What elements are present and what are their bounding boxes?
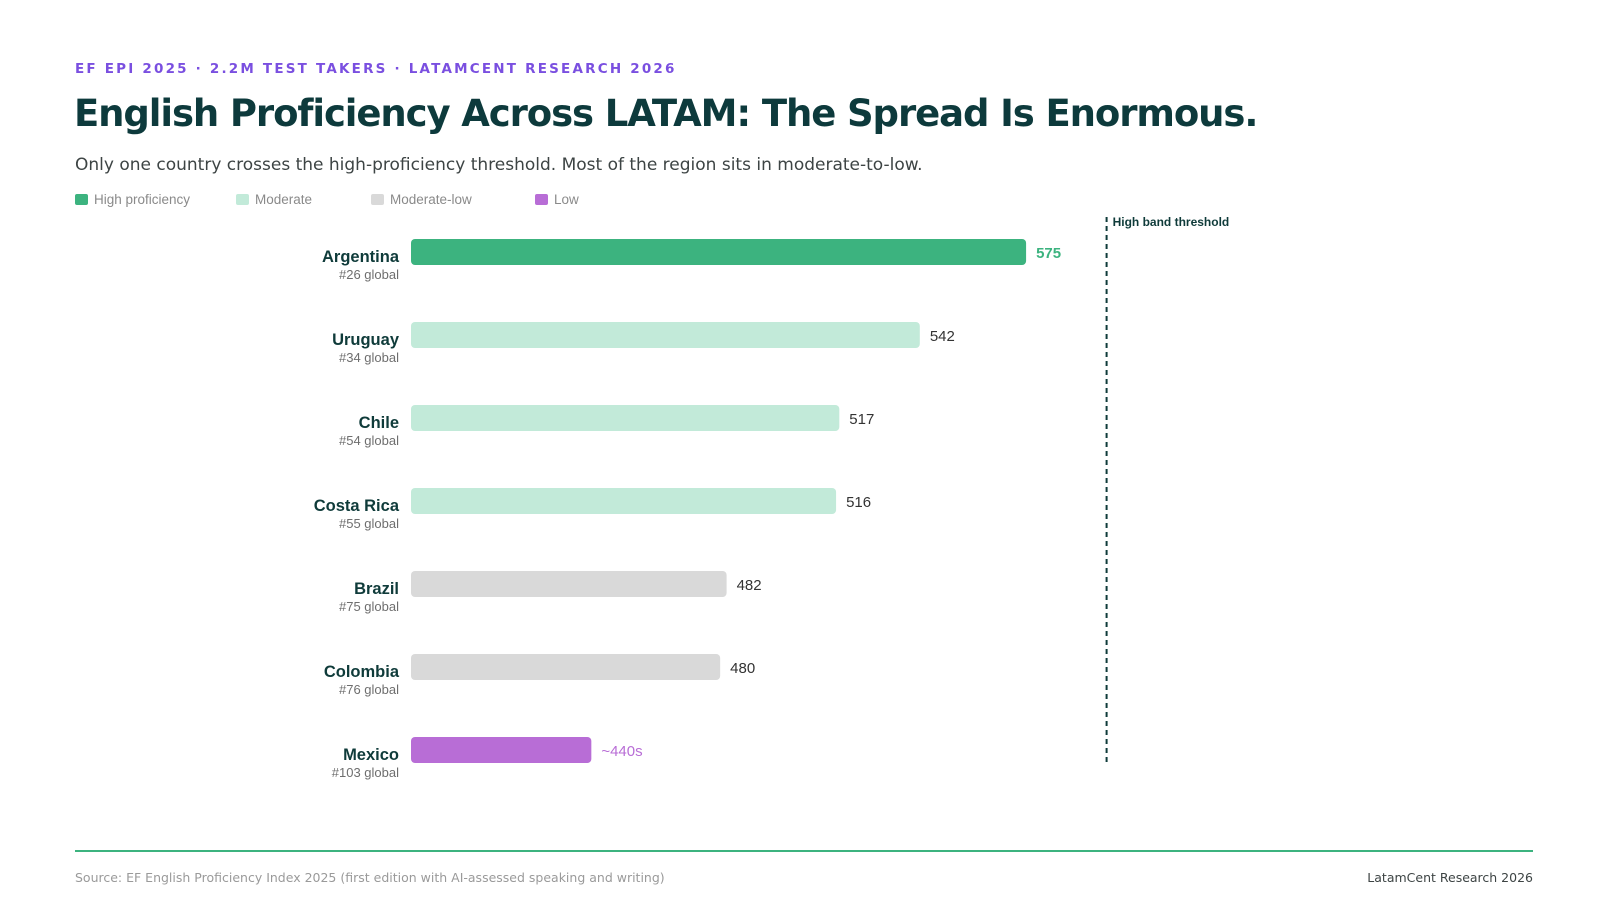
value-label: 517 bbox=[849, 411, 874, 428]
bar bbox=[411, 488, 837, 514]
chart-subtitle: Only one country crosses the high-profic… bbox=[75, 155, 923, 175]
footer-divider bbox=[75, 850, 1533, 852]
country-label: Costa Rica bbox=[314, 497, 400, 515]
rank-label: #54 global bbox=[339, 433, 399, 448]
legend-swatch bbox=[236, 194, 249, 205]
bar bbox=[411, 571, 727, 597]
legend-label: Moderate-low bbox=[390, 192, 472, 207]
bar bbox=[411, 737, 592, 763]
bar bbox=[411, 322, 920, 348]
value-label: 516 bbox=[846, 494, 871, 511]
legend-item-moderate: Moderate bbox=[236, 192, 312, 207]
country-label: Uruguay bbox=[332, 331, 400, 349]
value-label: ~440s bbox=[601, 743, 642, 760]
value-label: 480 bbox=[730, 660, 755, 677]
legend-item-moderate-low: Moderate-low bbox=[371, 192, 472, 207]
rank-label: #103 global bbox=[332, 765, 399, 780]
country-label: Brazil bbox=[354, 580, 399, 598]
rank-label: #26 global bbox=[339, 267, 399, 282]
value-label: 482 bbox=[737, 577, 762, 594]
bar bbox=[411, 654, 721, 680]
source-note: Source: EF English Proficiency Index 202… bbox=[75, 870, 665, 885]
brand-credit: LatamCent Research 2026 bbox=[1367, 870, 1533, 885]
bar bbox=[411, 405, 840, 431]
legend-swatch bbox=[75, 194, 88, 205]
legend-item-low: Low bbox=[535, 192, 579, 207]
eyebrow: EF EPI 2025 · 2.2M TEST TAKERS · LATAMCE… bbox=[75, 61, 677, 77]
country-label: Colombia bbox=[324, 663, 400, 681]
country-label: Chile bbox=[359, 414, 399, 432]
bar bbox=[411, 239, 1027, 265]
rank-label: #55 global bbox=[339, 516, 399, 531]
rank-label: #75 global bbox=[339, 599, 399, 614]
legend-swatch bbox=[535, 194, 548, 205]
legend-label: Low bbox=[554, 192, 579, 207]
value-label: 575 bbox=[1036, 245, 1061, 262]
legend-label: Moderate bbox=[255, 192, 313, 207]
country-label: Argentina bbox=[322, 248, 400, 266]
rank-label: #76 global bbox=[339, 682, 399, 697]
value-label: 542 bbox=[930, 328, 955, 345]
country-label: Mexico bbox=[343, 746, 399, 764]
legend-swatch bbox=[371, 194, 384, 205]
chart-title: English Proficiency Across LATAM: The Sp… bbox=[74, 92, 1258, 135]
bar-chart: Argentina#26 global 575 Uruguay#34 global 5… bbox=[314, 215, 1230, 780]
rank-label: #34 global bbox=[339, 350, 399, 365]
legend-label: High proficiency bbox=[94, 192, 191, 207]
legend-item-high: High proficiency bbox=[75, 192, 190, 207]
threshold-label: High band threshold bbox=[1113, 215, 1230, 229]
